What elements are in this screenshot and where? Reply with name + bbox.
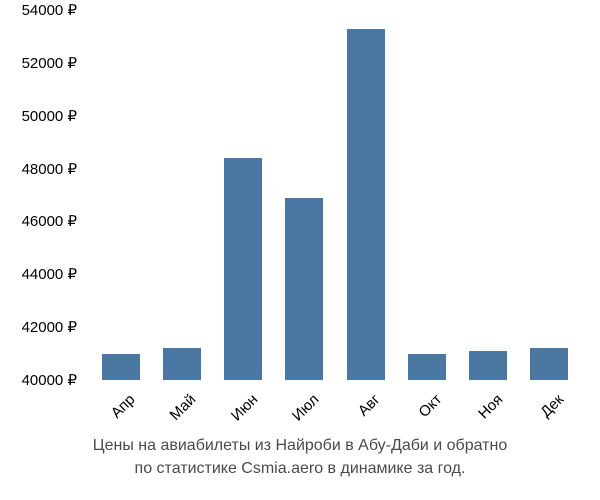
bar — [285, 198, 323, 380]
bar — [469, 351, 507, 380]
y-tick-label: 42000 ₽ — [22, 318, 77, 336]
caption-line-1: Цены на авиабилеты из Найроби в Абу-Даби… — [0, 435, 600, 457]
bar — [163, 348, 201, 380]
bar — [530, 348, 568, 380]
y-axis: 40000 ₽42000 ₽44000 ₽46000 ₽48000 ₽50000… — [0, 10, 85, 380]
y-tick-label: 50000 ₽ — [22, 107, 77, 125]
bar — [347, 29, 385, 381]
plot-area — [90, 10, 580, 380]
x-tick-label: Апр — [108, 391, 139, 422]
caption-line-2: по статистике Csmia.aero в динамике за г… — [0, 458, 600, 480]
y-tick-label: 48000 ₽ — [22, 160, 77, 178]
y-tick-label: 40000 ₽ — [22, 371, 77, 389]
x-tick-label: Дек — [538, 391, 568, 421]
x-tick-label: Июн — [228, 391, 261, 424]
chart-area — [90, 10, 580, 380]
x-tick-label: Июл — [289, 391, 323, 425]
x-tick-label: Окт — [415, 391, 445, 421]
y-tick-label: 52000 ₽ — [22, 54, 77, 72]
bar — [408, 354, 446, 380]
chart-caption: Цены на авиабилеты из Найроби в Абу-Даби… — [0, 435, 600, 480]
x-tick-label: Ноя — [475, 391, 506, 422]
x-axis: Апр Май Июн Июл Авг Окт Ноя Дек — [90, 385, 580, 435]
x-tick-label: Май — [167, 391, 200, 424]
y-tick-label: 44000 ₽ — [22, 265, 77, 283]
y-tick-label: 46000 ₽ — [22, 212, 77, 230]
y-tick-label: 54000 ₽ — [22, 1, 77, 19]
x-tick-label: Авг — [355, 391, 384, 420]
bar — [102, 354, 140, 380]
bar — [224, 158, 262, 380]
